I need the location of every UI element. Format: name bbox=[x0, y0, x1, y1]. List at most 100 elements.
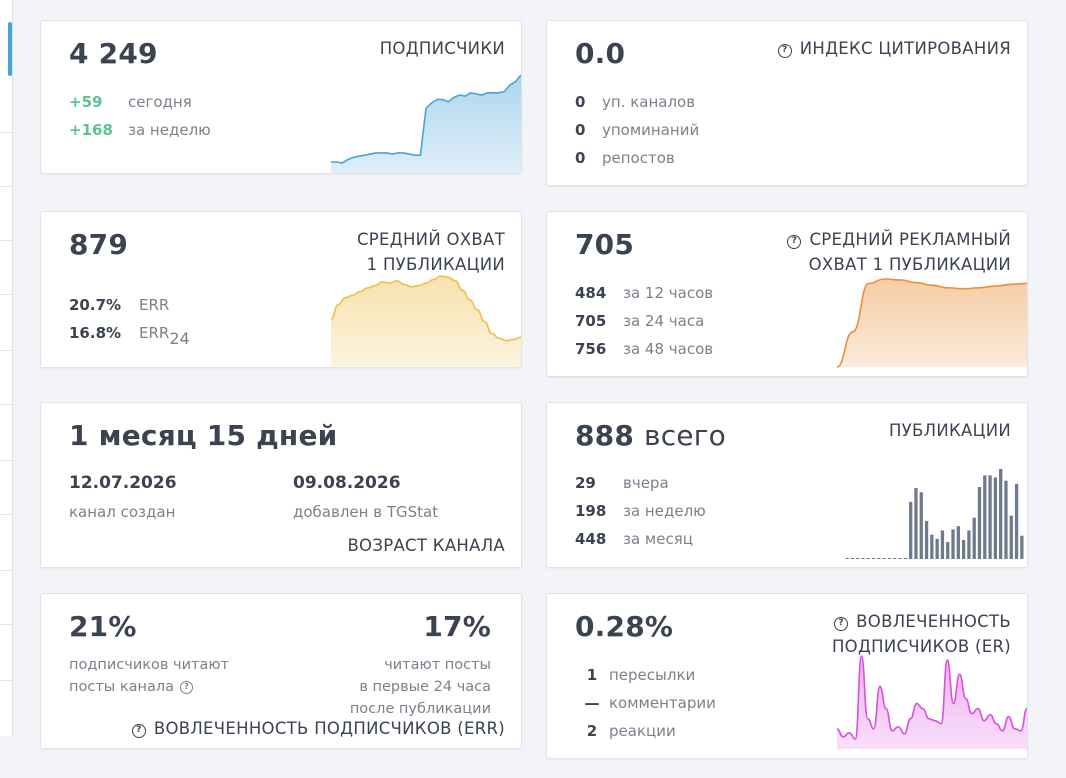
ad-reach-title-line2: ОХВАТ 1 ПУБЛИКАЦИИ bbox=[808, 255, 1011, 274]
channel-age-card[interactable]: 1 месяц 15 дней 12.07.2026 канал создан … bbox=[40, 402, 522, 568]
publications-chart-bar bbox=[866, 558, 870, 559]
sidebar-divider bbox=[0, 514, 12, 515]
citation-mentions-channels-label: уп. каналов bbox=[602, 93, 696, 111]
left-sidebar-edge bbox=[0, 0, 13, 736]
publications-month-label: за месяц bbox=[623, 530, 693, 548]
question-circle-icon[interactable]: ? bbox=[777, 44, 792, 58]
publications-title: ПУБЛИКАЦИИ bbox=[888, 421, 1011, 440]
sidebar-divider bbox=[0, 132, 12, 133]
ad-reach-value: 705 bbox=[575, 228, 635, 261]
average-reach-value: 879 bbox=[69, 228, 129, 261]
subscribers-chart-line bbox=[331, 74, 521, 164]
ad-reach-48h-label: за 48 часов bbox=[623, 340, 714, 358]
publications-total-suffix: всего bbox=[644, 419, 726, 452]
publications-chart-bar bbox=[914, 488, 918, 559]
publications-chart-bar bbox=[919, 492, 923, 559]
publications-chart-bar bbox=[983, 475, 987, 559]
average-reach-sparkline-chart bbox=[330, 275, 521, 367]
er-chart-line bbox=[836, 655, 1027, 740]
publications-chart-bar bbox=[882, 558, 886, 559]
citation-row: 0 уп. каналов bbox=[575, 88, 695, 116]
er-title-line2: ПОДПИСЧИКОВ (ER) bbox=[831, 637, 1011, 656]
publications-yesterday-value: 29 bbox=[575, 474, 596, 492]
err24-label: ERR bbox=[139, 324, 170, 342]
er-title-line1: ВОВЛЕЧЕННОСТЬ bbox=[856, 612, 1011, 631]
publications-chart-bar bbox=[877, 558, 881, 559]
publications-row: 198 за неделю bbox=[575, 497, 706, 525]
subscribers-chart-area bbox=[331, 75, 521, 173]
er-chart-area bbox=[837, 656, 1027, 749]
publications-chart-bar bbox=[845, 558, 849, 559]
publications-chart-bar bbox=[1009, 515, 1013, 559]
ad-reach-24h-label: за 24 часа bbox=[623, 312, 705, 330]
ad-reach-12h-value: 484 bbox=[575, 284, 607, 302]
err-right-caption-line3: после публикации bbox=[349, 701, 491, 717]
err-right-caption-line1: читают посты bbox=[384, 657, 491, 673]
citation-mentions-channels-value: 0 bbox=[575, 93, 586, 111]
average-reach-card[interactable]: 879 СРЕДНИЙ ОХВАТ 1 ПУБЛИКАЦИИ 20.7% ERR … bbox=[40, 211, 522, 368]
ad-reach-12h-label: за 12 часов bbox=[623, 284, 714, 302]
publications-month-value: 448 bbox=[575, 530, 607, 548]
publications-chart-bar bbox=[850, 558, 855, 559]
er-value: 0.28% bbox=[575, 610, 674, 643]
channel-age-value: 1 месяц 15 дней bbox=[69, 419, 338, 452]
publications-chart-bar bbox=[909, 501, 913, 559]
er-row: 1 пересылки bbox=[575, 661, 696, 689]
err24-row: 16.8% ERR24 bbox=[69, 319, 190, 348]
citation-row: 0 репостов bbox=[575, 144, 675, 172]
er-reactions-label: реакции bbox=[609, 722, 676, 740]
publications-card[interactable]: 888 всего ПУБЛИКАЦИИ 29 вчера 198 за недел… bbox=[546, 402, 1028, 568]
ad-reach-row: 756 за 48 часов bbox=[575, 335, 713, 363]
channel-created-label-text: канал создан bbox=[69, 503, 176, 521]
publications-chart-bar bbox=[940, 530, 945, 559]
subscribers-card[interactable]: 4 249 ПОДПИСЧИКИ +59 сегодня +168 за недел… bbox=[40, 20, 522, 174]
subscribers-sparkline-chart bbox=[331, 74, 521, 173]
publications-chart-bar bbox=[871, 558, 876, 559]
question-circle-icon[interactable]: ? bbox=[180, 681, 193, 694]
publications-chart-bar bbox=[956, 526, 960, 559]
ad-reach-chart-area bbox=[837, 279, 1027, 367]
ad-reach-title: ? СРЕДНИЙ РЕКЛАМНЫЙ ОХВАТ 1 ПУБЛИКАЦИИ bbox=[787, 227, 1011, 277]
sidebar-divider bbox=[0, 404, 12, 405]
citation-index-card[interactable]: 0.0 ? ИНДЕКС ЦИТИРОВАНИЯ 0 уп. каналов 0 уп… bbox=[546, 20, 1028, 186]
publications-chart-bar bbox=[1004, 480, 1008, 559]
err-label: ERR bbox=[139, 296, 170, 314]
citation-index-title: ? ИНДЕКС ЦИТИРОВАНИЯ bbox=[777, 36, 1011, 61]
average-reach-title-line2: 1 ПУБЛИКАЦИИ bbox=[366, 255, 505, 274]
err-title: ? ВОВЛЕЧЕННОСТЬ ПОДПИСЧИКОВ (ERR) bbox=[131, 716, 505, 741]
publications-chart-bar bbox=[856, 558, 860, 559]
err-engagement-card[interactable]: 21% 17% подписчиков читают посты канала?… bbox=[40, 593, 522, 749]
ad-reach-chart-line bbox=[836, 278, 1027, 368]
sidebar-divider bbox=[0, 624, 12, 625]
er-sparkline-chart bbox=[836, 655, 1027, 749]
publications-chart-bar bbox=[999, 469, 1003, 559]
channel-created-date: 12.07.2026 bbox=[69, 473, 177, 493]
question-circle-icon[interactable]: ? bbox=[834, 617, 849, 631]
citation-reposts-value: 0 bbox=[575, 149, 586, 167]
sidebar-divider bbox=[0, 460, 12, 461]
ad-reach-card[interactable]: 705 ? СРЕДНИЙ РЕКЛАМНЫЙ ОХВАТ 1 ПУБЛИКАЦИ… bbox=[546, 211, 1028, 377]
publications-chart-bar bbox=[903, 558, 908, 559]
publications-chart-bar bbox=[887, 558, 892, 559]
publications-chart-bar bbox=[946, 542, 950, 559]
channel-added-label-text: добавлен в TGStat bbox=[293, 503, 439, 521]
question-circle-icon[interactable]: ? bbox=[787, 235, 802, 249]
er-comments-value: — bbox=[584, 694, 600, 712]
channel-added-date: 09.08.2026 bbox=[293, 473, 401, 493]
err-title-text: ВОВЛЕЧЕННОСТЬ ПОДПИСЧИКОВ (ERR) bbox=[153, 719, 505, 738]
sidebar-divider bbox=[0, 186, 12, 187]
citation-mentions-label: упоминаний bbox=[602, 121, 700, 139]
publications-chart-bar bbox=[977, 487, 982, 559]
err-right-value: 17% bbox=[423, 610, 491, 643]
publications-chart-bar bbox=[1014, 483, 1019, 559]
subscribers-today-value: +59 bbox=[69, 93, 103, 111]
err-right-caption-line2: в первые 24 часа bbox=[359, 679, 491, 695]
err-right-caption: читают посты в первые 24 часа после публ… bbox=[350, 654, 491, 720]
err-value: 20.7% bbox=[69, 296, 122, 314]
question-circle-icon[interactable]: ? bbox=[131, 724, 146, 738]
publications-chart-bar bbox=[993, 477, 998, 559]
citation-index-title-text: ИНДЕКС ЦИТИРОВАНИЯ bbox=[799, 39, 1011, 58]
er-reactions-value: 2 bbox=[586, 722, 598, 740]
err24-subscript: 24 bbox=[169, 329, 190, 348]
